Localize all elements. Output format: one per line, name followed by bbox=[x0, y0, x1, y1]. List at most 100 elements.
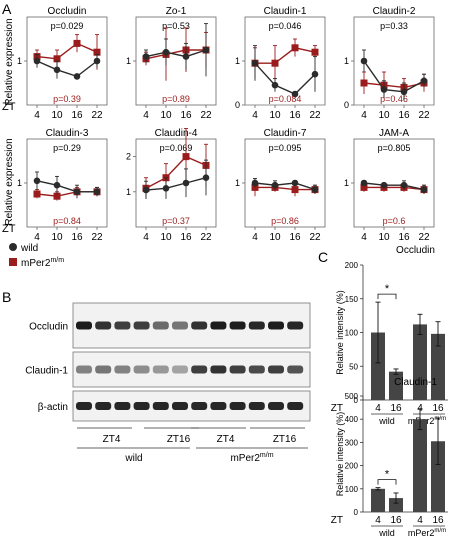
series-line bbox=[363, 60, 425, 93]
data-point bbox=[162, 184, 170, 192]
significance-star: * bbox=[385, 469, 390, 481]
x-axis-prefix: ZT bbox=[331, 515, 343, 526]
chart-title: Claudin-1 bbox=[394, 377, 437, 388]
blot-band bbox=[191, 365, 208, 374]
x-tick-label: 10 bbox=[269, 232, 281, 243]
x-tick-label: 4 bbox=[252, 110, 258, 121]
blot-band bbox=[152, 402, 169, 410]
data-point bbox=[142, 53, 150, 60]
chart-title: Occludin bbox=[396, 245, 435, 256]
y-tick-label: 100 bbox=[345, 329, 359, 338]
y-tick-label: 1 bbox=[235, 178, 240, 188]
western-blot: Occludin Claudin-1 β-actin ZT4 ZT16 ZT4 ZT16 wi… bbox=[25, 302, 311, 464]
blot-strip: Claudin-1 bbox=[25, 351, 311, 388]
data-point bbox=[291, 90, 299, 98]
x-axis-label-row2: ZT bbox=[2, 223, 16, 235]
series-line bbox=[364, 186, 425, 191]
p-value-bottom: p=0.86 bbox=[271, 216, 299, 226]
legend-wild-label: wild bbox=[20, 243, 38, 254]
x-tick-label: 16 bbox=[390, 515, 402, 526]
blot-band bbox=[248, 365, 265, 374]
series-line bbox=[145, 177, 207, 191]
legend-wild-marker bbox=[9, 243, 17, 251]
data-point bbox=[73, 73, 81, 80]
blot-band bbox=[114, 402, 131, 410]
chart-title: JAM-A bbox=[379, 128, 409, 139]
blot-band bbox=[229, 365, 246, 374]
x-tick-label: 16 bbox=[180, 110, 192, 121]
chart-title: Zo-1 bbox=[166, 6, 187, 17]
blot-band bbox=[229, 402, 246, 410]
x-tick-label: 22 bbox=[309, 232, 321, 243]
legend: wild mPer2m/m bbox=[9, 243, 64, 269]
blot-band bbox=[133, 402, 150, 410]
data-point bbox=[291, 179, 299, 187]
data-point bbox=[420, 77, 428, 85]
group-label-sup: m/m bbox=[260, 452, 274, 459]
x-tick-label: 4 bbox=[375, 515, 381, 526]
series-line bbox=[254, 182, 316, 191]
blot-band bbox=[172, 402, 188, 410]
data-point bbox=[93, 188, 101, 196]
group-label: mPer2m/m bbox=[408, 528, 446, 538]
blot-band bbox=[210, 365, 227, 374]
significance-star: * bbox=[385, 283, 390, 295]
data-point bbox=[380, 86, 388, 93]
lane-label: ZT4 bbox=[217, 434, 235, 445]
x-tick-label: 22 bbox=[91, 110, 103, 121]
blot-band bbox=[114, 321, 131, 330]
x-tick-label: 10 bbox=[51, 232, 63, 243]
y-tick-label: 1 bbox=[126, 56, 131, 66]
x-tick-label: 16 bbox=[289, 110, 301, 121]
x-tick-label: 10 bbox=[378, 110, 390, 121]
blot-band bbox=[248, 402, 265, 410]
y-tick-label: 0 bbox=[344, 100, 349, 110]
data-point bbox=[251, 179, 259, 187]
lane-label: ZT16 bbox=[167, 434, 191, 445]
bar bbox=[389, 498, 403, 512]
y-tick-label: 0 bbox=[354, 396, 359, 405]
x-tick-label: 4 bbox=[361, 232, 367, 243]
line-chart-6: Claudin-4 p=0.069 p=0.37 1 2 4 10 16 22 bbox=[126, 127, 217, 243]
chart-title: Claudin-3 bbox=[46, 128, 89, 139]
data-point bbox=[182, 153, 190, 161]
chart-title: Occludin bbox=[48, 6, 87, 17]
data-point bbox=[360, 179, 368, 187]
p-value-top: p=0.046 bbox=[269, 21, 302, 31]
bar bbox=[431, 333, 445, 400]
x-tick-label: 10 bbox=[269, 110, 281, 121]
group-label: mPer2m/m bbox=[230, 452, 273, 464]
p-value-bottom: p=0.89 bbox=[162, 94, 190, 104]
legend-mutant-marker bbox=[9, 258, 17, 266]
data-point bbox=[182, 179, 190, 187]
blot-band bbox=[114, 365, 131, 374]
data-point bbox=[53, 181, 61, 189]
data-point bbox=[271, 59, 279, 67]
series-line bbox=[36, 180, 97, 193]
bar-charts: Occludin Relative intensity (%) 0 50 100 150 2… bbox=[331, 245, 448, 538]
chart-title: Claudin-1 bbox=[264, 6, 307, 17]
x-tick-label: 4 bbox=[417, 515, 423, 526]
blot-band bbox=[191, 321, 208, 330]
p-value-bottom: p=0.46 bbox=[380, 94, 408, 104]
series-line bbox=[254, 62, 316, 95]
y-tick-label: 1 bbox=[126, 187, 131, 197]
blot-strip: Occludin bbox=[29, 302, 311, 349]
y-axis-label: Relative intensity (%) bbox=[335, 412, 345, 497]
series-line bbox=[145, 155, 207, 189]
panel-label-b: B bbox=[2, 289, 11, 305]
x-axis-label-row1: ZT bbox=[2, 101, 16, 113]
chart-frame bbox=[135, 138, 217, 228]
data-point bbox=[53, 55, 61, 63]
x-tick-label: 16 bbox=[432, 403, 444, 414]
blot-band bbox=[76, 402, 92, 410]
y-tick-label: 50 bbox=[349, 362, 358, 371]
p-value-top: p=0.029 bbox=[51, 21, 84, 31]
group-label-sup: m/m bbox=[434, 528, 446, 534]
x-tick-label: 4 bbox=[143, 110, 149, 121]
chart-title: Claudin-4 bbox=[155, 128, 198, 139]
chart-title: Claudin-2 bbox=[373, 6, 416, 17]
data-point bbox=[53, 66, 61, 74]
series-line bbox=[36, 60, 98, 78]
